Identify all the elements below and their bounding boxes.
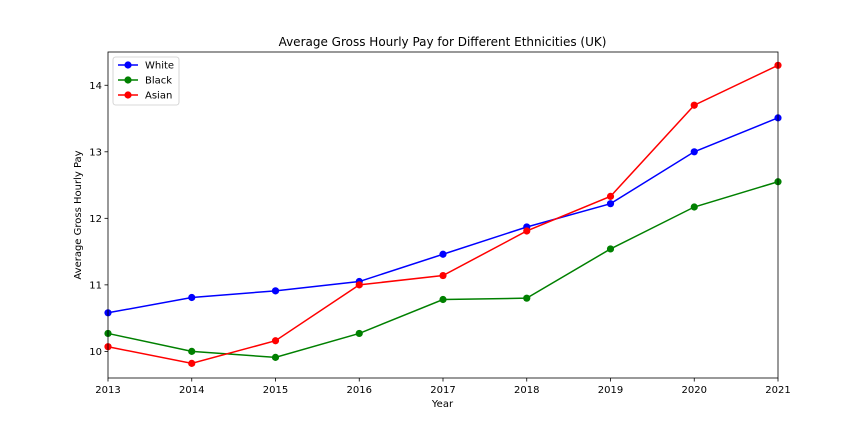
data-point-black [690, 203, 698, 211]
data-point-white [188, 293, 196, 302]
legend-swatch-marker [124, 61, 132, 69]
series-line-black [107, 181, 779, 359]
x-axis-label: Year [431, 399, 454, 410]
data-point-black [606, 245, 615, 253]
series-line-asian [107, 64, 779, 365]
y-tick-label: 14 [89, 81, 102, 92]
x-tick-label: 2016 [347, 385, 372, 396]
x-tick-label: 2020 [682, 385, 707, 396]
y-tick-label: 11 [89, 280, 102, 291]
series-black [104, 178, 782, 361]
legend-swatch-marker [124, 76, 132, 84]
data-point-asian [439, 271, 447, 280]
data-point-white [690, 148, 698, 156]
data-point-black [355, 329, 363, 338]
series-lines [104, 61, 782, 367]
data-point-black [439, 295, 447, 304]
data-point-asian [271, 337, 280, 345]
x-tick-label: 2021 [765, 385, 790, 396]
data-point-white [606, 200, 615, 208]
data-point-black [188, 347, 196, 355]
y-tick-label: 12 [89, 214, 102, 225]
data-point-asian [355, 281, 363, 289]
x-tick-label: 2019 [598, 385, 623, 396]
y-tick-label: 13 [89, 147, 102, 158]
series-white [104, 114, 782, 317]
legend-label: White [145, 61, 174, 72]
x-tick-label: 2015 [263, 385, 288, 396]
legend: White Black Asian [112, 56, 180, 106]
legend-item-black: Black [118, 76, 172, 87]
legend-item-asian: Asian [118, 91, 172, 102]
legend-item-white: White [118, 61, 174, 72]
data-point-black [271, 353, 280, 361]
series-asian [104, 61, 782, 367]
data-point-white [271, 287, 280, 295]
x-tick-label: 2013 [95, 385, 120, 396]
legend-swatch-marker [124, 91, 132, 99]
legend-label: Black [145, 76, 172, 87]
data-point-white [439, 250, 447, 258]
data-point-black [523, 294, 531, 302]
data-point-asian [690, 101, 698, 109]
plot-area-frame [107, 51, 779, 379]
x-tick-label: 2017 [430, 385, 455, 396]
x-tick-label: 2014 [179, 385, 204, 396]
axis-ticks: 2013 2014 2015 2016 2017 2018 2019 2020 2021 10 11… [89, 81, 790, 396]
chart-title: Average Gross Hourly Pay for Different E… [279, 35, 607, 49]
data-point-asian [523, 227, 531, 235]
data-point-asian [188, 359, 196, 367]
data-point-asian [606, 192, 615, 200]
legend-label: Asian [145, 91, 172, 102]
x-tick-label: 2018 [514, 385, 539, 396]
y-axis-label: Average Gross Hourly Pay [73, 150, 84, 279]
y-tick-label: 10 [89, 347, 102, 358]
